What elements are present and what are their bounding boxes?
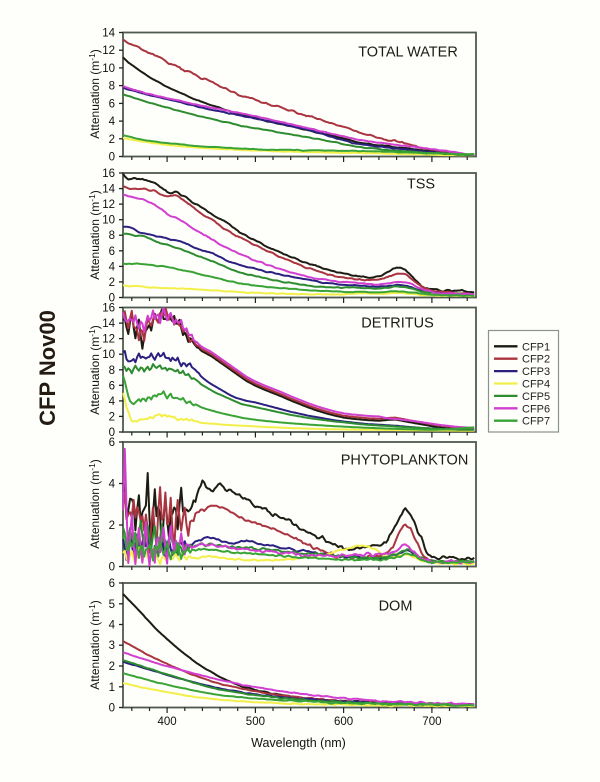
- svg-text:14: 14: [102, 318, 115, 330]
- svg-text:Attenuation (m-1): Attenuation (m-1): [87, 459, 102, 549]
- svg-text:0: 0: [109, 152, 115, 164]
- svg-text:6: 6: [109, 437, 115, 449]
- svg-text:2: 2: [109, 520, 115, 532]
- svg-text:2: 2: [109, 411, 115, 423]
- svg-text:CFP Nov00: CFP Nov00: [35, 310, 60, 426]
- svg-text:CFP4: CFP4: [522, 379, 550, 391]
- svg-text:4: 4: [109, 479, 116, 491]
- svg-text:DOM: DOM: [379, 599, 413, 615]
- svg-text:Attenuation (m-1): Attenuation (m-1): [87, 49, 102, 139]
- svg-text:0: 0: [109, 703, 115, 715]
- svg-text:14: 14: [102, 28, 115, 40]
- svg-text:Attenuation (m-1): Attenuation (m-1): [87, 190, 102, 280]
- svg-text:2: 2: [109, 661, 115, 673]
- svg-text:3: 3: [109, 640, 115, 652]
- svg-text:CFP3: CFP3: [522, 366, 550, 378]
- svg-text:12: 12: [102, 334, 115, 346]
- svg-text:0: 0: [109, 562, 115, 574]
- svg-text:CFP5: CFP5: [522, 391, 550, 403]
- svg-text:6: 6: [109, 380, 115, 392]
- svg-text:2: 2: [109, 134, 115, 146]
- svg-text:16: 16: [102, 303, 115, 315]
- svg-text:4: 4: [109, 620, 116, 632]
- svg-text:500: 500: [246, 716, 265, 728]
- svg-text:PHYTOPLANKTON: PHYTOPLANKTON: [341, 453, 469, 469]
- svg-text:4: 4: [109, 261, 116, 273]
- svg-text:10: 10: [102, 63, 115, 75]
- svg-text:CFP2: CFP2: [522, 354, 550, 366]
- svg-text:4: 4: [109, 396, 116, 408]
- svg-text:CFP6: CFP6: [522, 403, 550, 415]
- svg-text:Wavelength (nm): Wavelength (nm): [251, 736, 346, 750]
- svg-text:1: 1: [109, 682, 115, 694]
- svg-text:DETRITUS: DETRITUS: [361, 316, 434, 332]
- svg-text:TOTAL WATER: TOTAL WATER: [358, 45, 458, 61]
- svg-text:6: 6: [109, 246, 115, 258]
- svg-text:14: 14: [102, 184, 115, 196]
- svg-text:12: 12: [102, 199, 115, 211]
- svg-text:5: 5: [109, 599, 115, 611]
- svg-text:8: 8: [109, 230, 115, 242]
- svg-text:12: 12: [102, 45, 115, 57]
- svg-text:CFP7: CFP7: [522, 416, 550, 428]
- svg-text:Attenuation (m-1): Attenuation (m-1): [87, 600, 102, 690]
- svg-text:700: 700: [422, 716, 441, 728]
- svg-text:4: 4: [109, 116, 116, 128]
- svg-text:TSS: TSS: [407, 177, 435, 193]
- svg-text:0: 0: [109, 293, 115, 305]
- svg-text:16: 16: [102, 168, 115, 180]
- svg-text:10: 10: [102, 215, 115, 227]
- svg-text:10: 10: [102, 349, 115, 361]
- svg-text:8: 8: [109, 365, 115, 377]
- svg-text:400: 400: [158, 716, 177, 728]
- svg-text:0: 0: [109, 427, 115, 439]
- svg-text:Attenuation (m-1): Attenuation (m-1): [87, 325, 102, 415]
- svg-text:CFP1: CFP1: [522, 341, 550, 353]
- svg-text:6: 6: [109, 578, 115, 590]
- svg-text:600: 600: [334, 716, 353, 728]
- svg-text:6: 6: [109, 98, 115, 110]
- svg-text:2: 2: [109, 277, 115, 289]
- svg-text:8: 8: [109, 81, 115, 93]
